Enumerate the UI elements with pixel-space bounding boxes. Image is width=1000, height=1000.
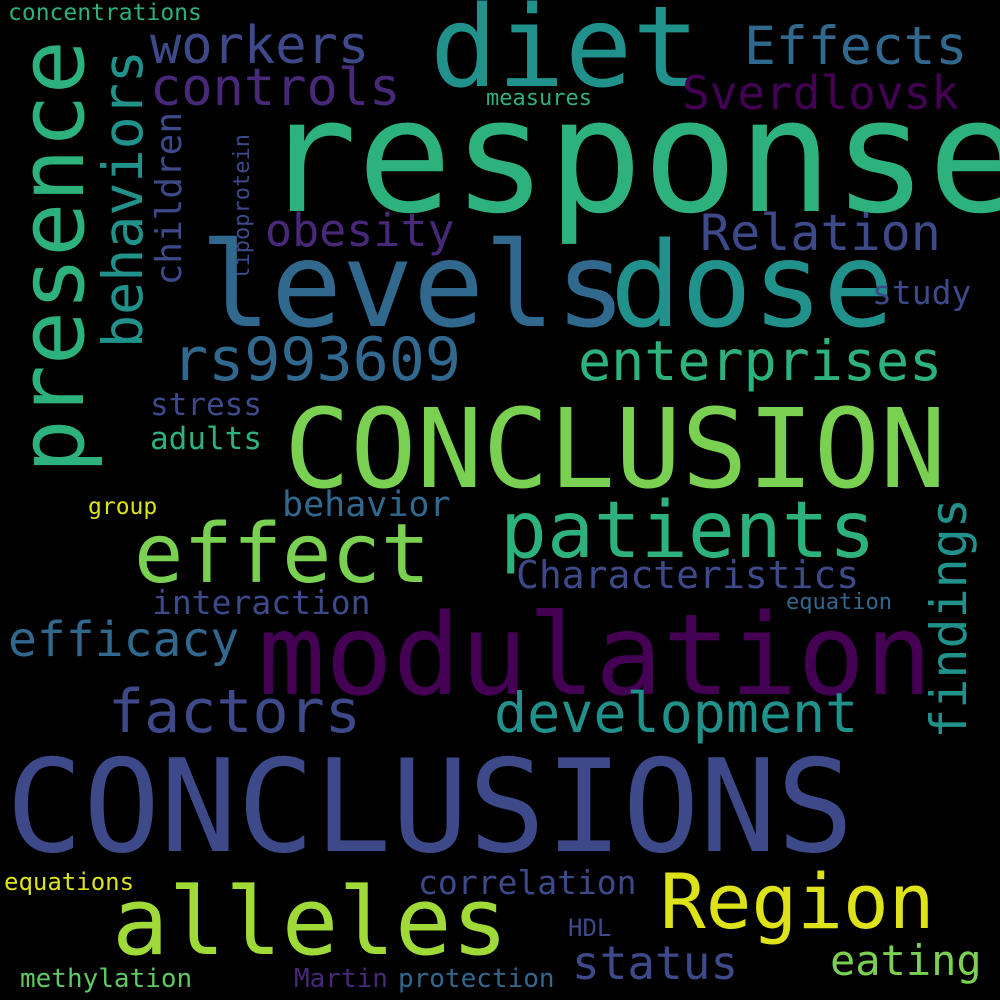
word-response: response [262,65,1000,249]
word-equation: equation [786,590,892,615]
word-correlation: correlation [418,863,637,902]
word-measures: measures [486,86,592,111]
word-behavior: behavior [282,485,451,525]
word-interaction: interaction [152,583,371,622]
word-methylation: methylation [20,964,193,994]
word-effect: effect [134,507,431,602]
word-controls: controls [150,58,401,118]
word-protection: protection [398,964,555,994]
word-sverdlovsk: Sverdlovsk [682,66,959,120]
word-behaviors: behaviors [91,50,155,349]
word-alleles: alleles [112,868,509,977]
word-workers: workers [150,16,370,76]
word-conclusion: CONCLUSION [284,385,947,513]
word-effects: Effects [744,16,968,77]
word-rs993609: rs993609 [172,325,461,395]
word-equations: equations [4,868,135,896]
word-adults: adults [150,421,262,457]
word-martin: Martin [294,964,388,994]
word-efficacy: efficacy [8,612,240,668]
word-factors: factors [108,677,361,747]
word-obesity: obesity [265,204,455,257]
word-relation: Relation [700,204,941,262]
word-hdl: HDL [568,914,612,942]
word-children: children [149,112,190,286]
word-patients: patients [500,486,876,576]
word-concentrations: concentrations [8,0,202,26]
word-development: development [494,681,859,745]
word-levels: levels [200,216,627,354]
word-region: Region [660,857,935,946]
word-group: group [88,494,158,520]
word-study: study [872,273,972,312]
word-characteristics: Characteristics [516,553,860,597]
word-dose: dose [610,216,895,354]
word-presence: presence [0,40,105,474]
word-eating: eating [830,936,982,985]
word-enterprises: enterprises [578,329,943,393]
word-conclusions: CONCLUSIONS [6,733,854,882]
word-diet: diet [430,0,700,113]
word-status: status [572,936,739,990]
word-modulation: modulation [258,591,933,721]
word-stress: stress [150,387,262,423]
